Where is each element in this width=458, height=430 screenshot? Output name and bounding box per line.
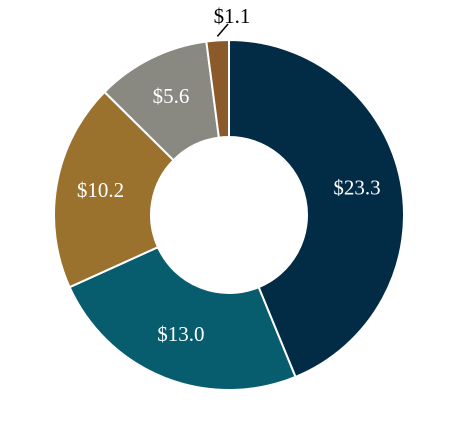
value-label: $10.2 <box>77 178 124 202</box>
slice <box>228 38 405 379</box>
slice <box>68 245 297 391</box>
slice <box>53 90 175 289</box>
value-label: $5.6 <box>153 84 190 108</box>
value-label: $23.3 <box>333 176 380 200</box>
value-label: $1.1 <box>214 4 251 28</box>
slice <box>205 38 230 139</box>
leader-line <box>216 23 229 37</box>
value-label: $13.0 <box>157 322 204 346</box>
